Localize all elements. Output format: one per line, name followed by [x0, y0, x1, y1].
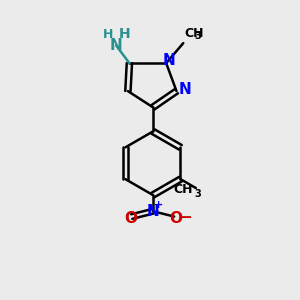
Text: N: N: [178, 82, 191, 97]
Text: CH: CH: [173, 183, 193, 196]
Text: 3: 3: [194, 189, 201, 199]
Text: O: O: [124, 212, 137, 226]
Text: N: N: [162, 53, 175, 68]
Text: N: N: [110, 38, 122, 53]
Text: H: H: [119, 27, 131, 41]
Text: O: O: [169, 212, 182, 226]
Text: N: N: [147, 204, 159, 219]
Text: +: +: [154, 200, 164, 210]
Text: CH: CH: [185, 27, 204, 40]
Text: −: −: [179, 210, 192, 225]
Text: 3: 3: [194, 31, 201, 41]
Text: H: H: [103, 28, 113, 41]
